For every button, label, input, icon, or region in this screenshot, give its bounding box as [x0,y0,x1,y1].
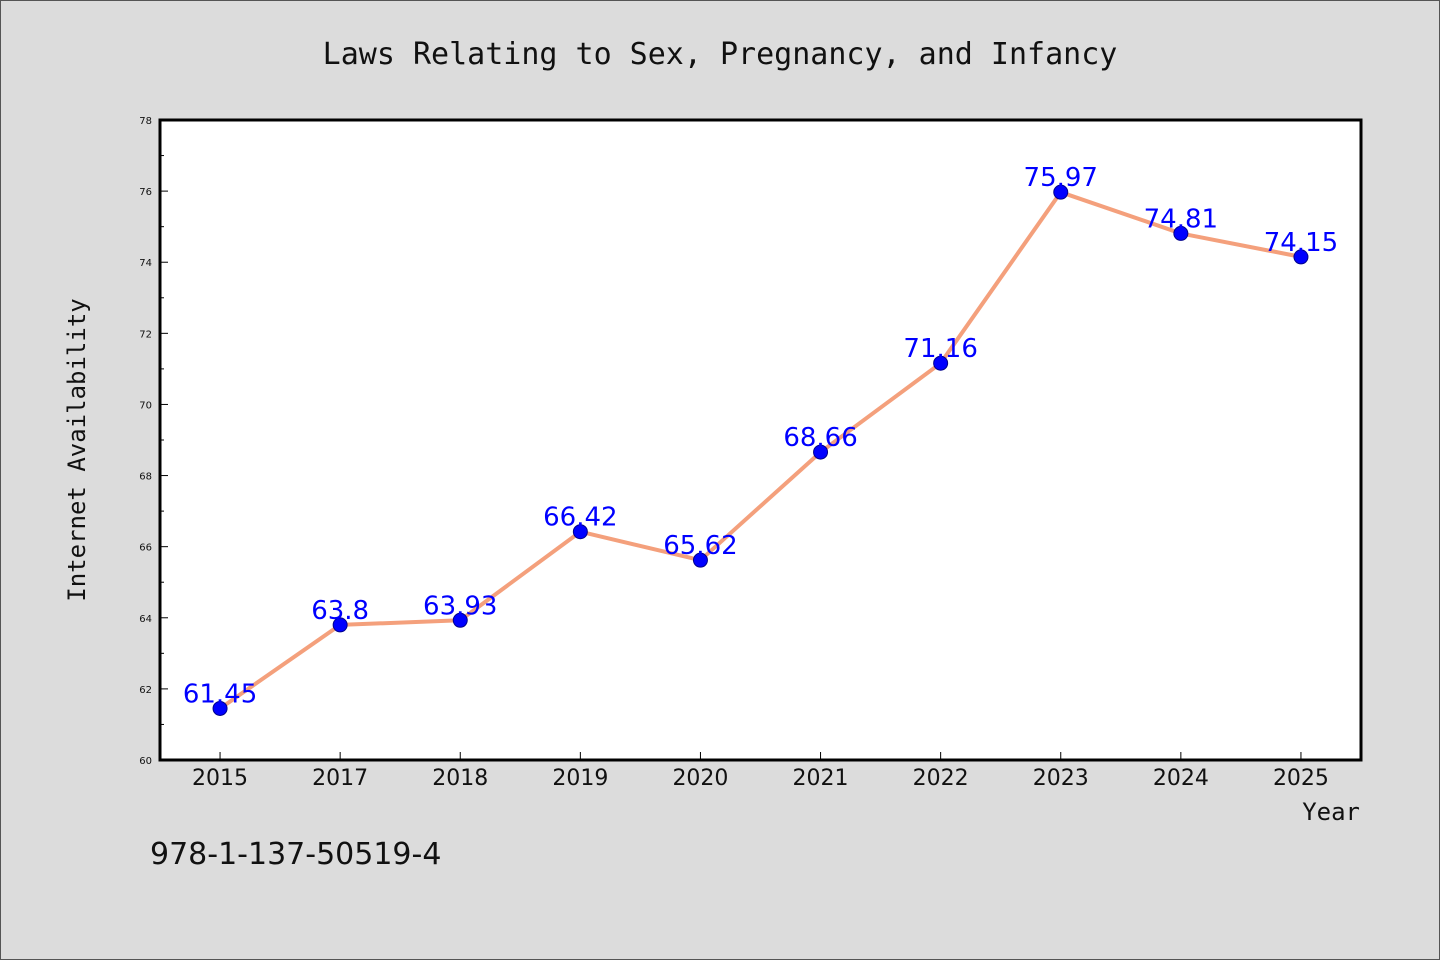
x-tick-label: 2023 [1033,766,1089,791]
y-tick-label: 78 [139,116,152,127]
data-label: 63.93 [423,591,497,621]
y-tick-label: 72 [139,329,152,340]
x-tick-label: 2022 [913,766,969,791]
data-label: 74.15 [1264,228,1338,258]
x-tick-label: 2017 [312,766,368,791]
chart-title: Laws Relating to Sex, Pregnancy, and Inf… [323,37,1118,72]
y-tick-label: 76 [139,187,152,198]
series-layer [212,184,1309,716]
data-point [933,355,949,371]
x-tick-label: 2021 [793,766,849,791]
x-tick-label: 2018 [432,766,488,791]
data-point [212,700,228,716]
data-label: 63.8 [311,596,369,626]
y-tick-label: 64 [139,614,152,625]
x-tick-label: 2025 [1273,766,1329,791]
data-point [692,552,708,568]
isbn-annotation: 978-1-137-50519-4 [150,837,441,872]
data-point [332,617,348,633]
data-label: 61.45 [183,679,257,709]
data-point [1053,184,1069,200]
data-label: 65.62 [663,531,737,561]
x-tick-label: 2024 [1153,766,1209,791]
data-point [452,612,468,628]
y-tick-label: 70 [139,400,152,411]
plot-frame [158,118,1363,762]
y-tick-label: 62 [139,685,152,696]
x-axis: 2015 2017 2018 2019 2020 2021 2022 2023 2024 2025 [192,752,1329,791]
data-label: 68.66 [783,423,857,453]
y-tick-label: 60 [139,756,152,767]
x-tick-label: 2015 [192,766,248,791]
data-label: 66.42 [543,503,617,533]
y-tick-label: 66 [139,543,152,554]
x-tick-label: 2019 [552,766,608,791]
y-tick-label: 74 [139,258,152,269]
data-label: 71.16 [903,334,977,364]
data-labels: 61.45 63.8 63.93 66.42 65.62 68.66 71.16 75.97 7… [183,163,1338,709]
data-point [572,524,588,540]
x-axis-label: Year [1302,798,1360,826]
data-point [1173,225,1189,241]
y-tick-label: 68 [139,472,152,483]
data-point [813,444,829,460]
data-label: 75.97 [1024,163,1098,193]
data-point [1293,249,1309,265]
data-label: 74.81 [1144,204,1218,234]
y-axis-label: Internet Availability [63,298,91,601]
x-tick-label: 2020 [672,766,728,791]
series-line [218,190,1302,711]
